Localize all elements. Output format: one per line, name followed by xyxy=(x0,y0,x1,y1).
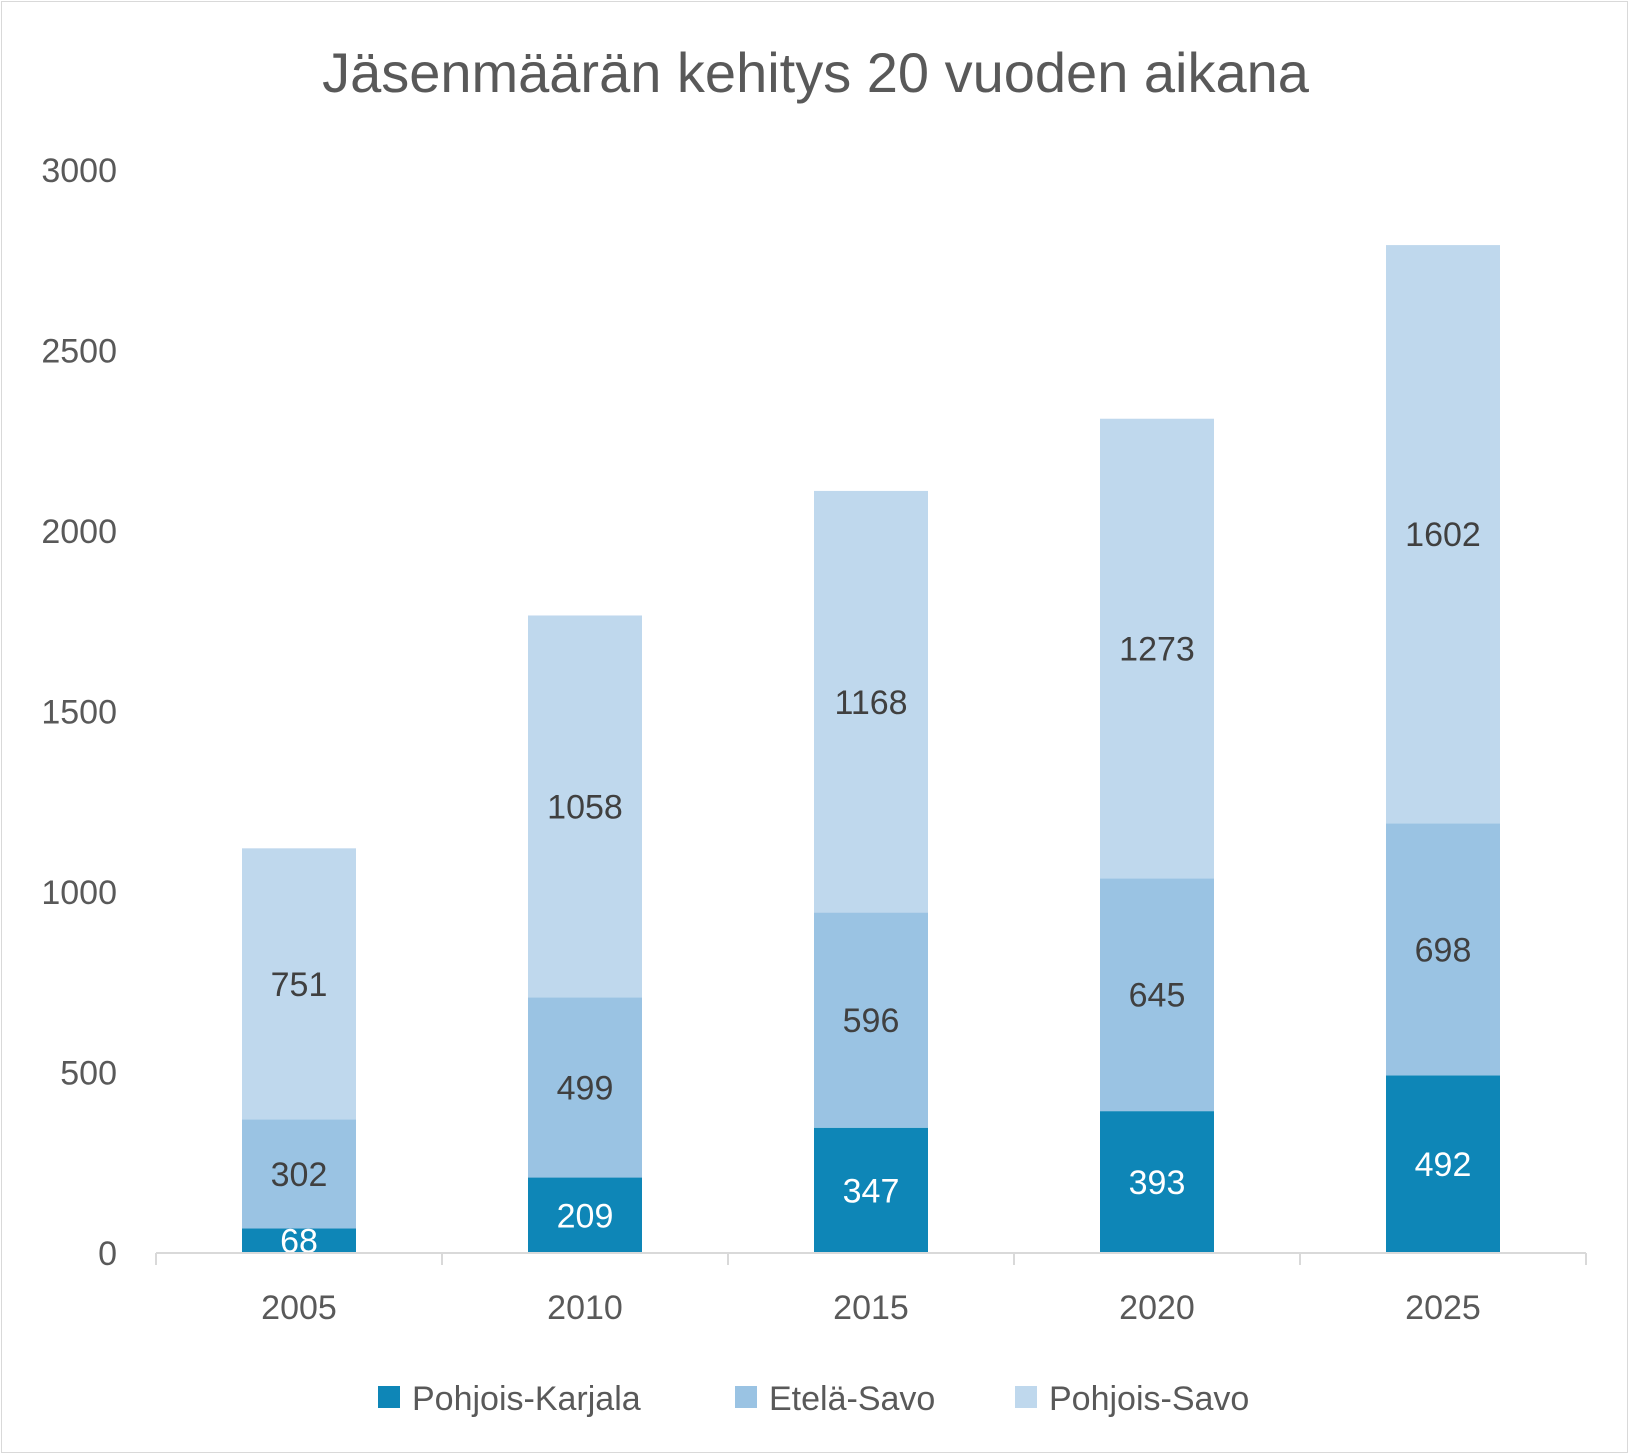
bar-pohjois-savo-2020 xyxy=(1100,418,1214,879)
legend-label: Pohjois-Karjala xyxy=(412,1380,641,1418)
x-tick-label: 2005 xyxy=(261,1289,337,1327)
legend-swatch xyxy=(735,1386,757,1408)
x-tick-label: 2010 xyxy=(547,1289,623,1327)
bar-etelä-savo-2010 xyxy=(528,997,642,1178)
data-label: 596 xyxy=(843,1002,900,1040)
legend-swatch xyxy=(378,1386,400,1408)
y-tick-label: 500 xyxy=(60,1055,117,1093)
data-label: 492 xyxy=(1415,1146,1472,1184)
data-label: 1602 xyxy=(1405,516,1481,554)
x-tick-label: 2025 xyxy=(1405,1289,1481,1327)
y-tick-label: 1500 xyxy=(41,694,117,732)
bar-pohjois-karjala-2010 xyxy=(528,1177,642,1253)
data-label: 751 xyxy=(271,966,328,1004)
y-tick-label: 1000 xyxy=(41,874,117,912)
x-tick-label: 2020 xyxy=(1119,1289,1195,1327)
bar-pohjois-karjala-2020 xyxy=(1100,1111,1214,1253)
data-label: 698 xyxy=(1415,931,1472,969)
bar-etelä-savo-2025 xyxy=(1386,823,1500,1076)
bar-pohjois-karjala-2015 xyxy=(814,1127,928,1253)
data-label: 68 xyxy=(280,1223,318,1261)
bar-etelä-savo-2015 xyxy=(814,912,928,1128)
data-label: 1273 xyxy=(1119,631,1195,669)
legend-swatch xyxy=(1015,1386,1037,1408)
bar-pohjois-savo-2025 xyxy=(1386,245,1500,824)
x-tick-label: 2015 xyxy=(833,1289,909,1327)
legend-label: Pohjois-Savo xyxy=(1049,1380,1249,1418)
y-tick-label: 2000 xyxy=(41,513,117,551)
data-label: 1058 xyxy=(547,788,623,826)
bar-etelä-savo-2020 xyxy=(1100,878,1214,1112)
data-label: 209 xyxy=(557,1197,614,1235)
y-tick-label: 2500 xyxy=(41,333,117,371)
data-label: 347 xyxy=(843,1172,900,1210)
data-label: 499 xyxy=(557,1069,614,1107)
bar-pohjois-savo-2015 xyxy=(814,490,928,913)
data-label: 393 xyxy=(1129,1164,1186,1202)
data-label: 1168 xyxy=(834,684,907,722)
bar-etelä-savo-2005 xyxy=(242,1119,356,1229)
legend-label: Etelä-Savo xyxy=(769,1380,935,1418)
data-label: 645 xyxy=(1129,977,1186,1015)
bar-pohjois-karjala-2025 xyxy=(1386,1075,1500,1253)
bar-pohjois-savo-2005 xyxy=(242,848,356,1120)
y-tick-label: 0 xyxy=(98,1235,117,1273)
y-tick-label: 3000 xyxy=(41,152,117,190)
chart-title: Jäsenmäärän kehitys 20 vuoden aikana xyxy=(322,41,1309,104)
data-label: 302 xyxy=(271,1156,328,1194)
bar-pohjois-savo-2010 xyxy=(528,615,642,998)
bar-pohjois-karjala-2005 xyxy=(242,1228,356,1253)
